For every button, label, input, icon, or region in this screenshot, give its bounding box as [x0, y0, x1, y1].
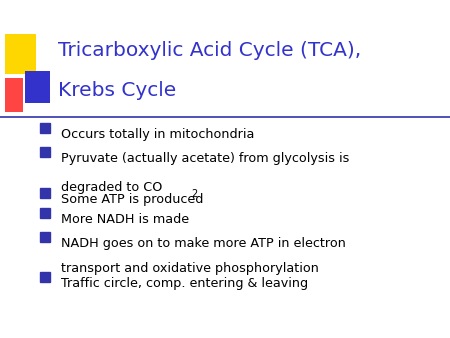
Text: 2: 2	[192, 189, 198, 199]
Bar	[4, 34, 36, 74]
Bar	[4, 78, 22, 112]
Text: degraded to CO: degraded to CO	[61, 181, 162, 194]
Text: NADH goes on to make more ATP in electron: NADH goes on to make more ATP in electro…	[61, 237, 346, 249]
Text: Traffic circle, comp. entering & leaving: Traffic circle, comp. entering & leaving	[61, 277, 308, 290]
Text: Tricarboxylic Acid Cycle (TCA),: Tricarboxylic Acid Cycle (TCA),	[58, 41, 362, 59]
Bar	[25, 71, 50, 103]
Text: Pyruvate (actually acetate) from glycolysis is: Pyruvate (actually acetate) from glycoly…	[61, 152, 349, 165]
Text: More NADH is made: More NADH is made	[61, 213, 189, 226]
Text: transport and oxidative phosphorylation: transport and oxidative phosphorylation	[61, 262, 319, 275]
Text: Occurs totally in mitochondria: Occurs totally in mitochondria	[61, 128, 254, 141]
Text: Some ATP is produced: Some ATP is produced	[61, 193, 203, 206]
Text: Krebs Cycle: Krebs Cycle	[58, 81, 177, 100]
